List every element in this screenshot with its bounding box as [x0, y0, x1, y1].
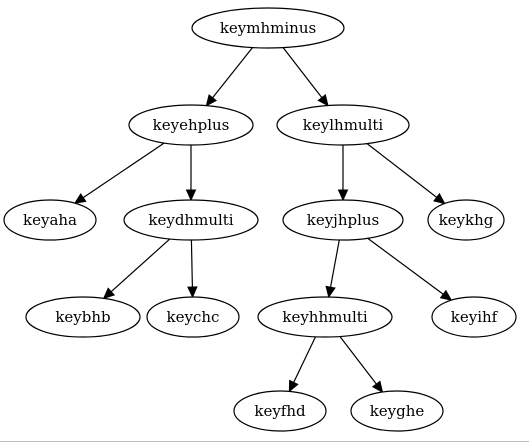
edges-layer: [73, 47, 453, 393]
arrowhead-icon: [433, 192, 446, 205]
node-label: keykhg: [439, 211, 494, 229]
node-keyfhd: keyfhd: [233, 390, 327, 432]
node-keychc: keychc: [146, 296, 240, 338]
node-ellipse: [276, 104, 410, 146]
edge-line: [110, 238, 171, 293]
arrowhead-icon: [439, 289, 453, 301]
node-keykhg: keykhg: [427, 199, 505, 241]
nodes-layer: keymhminus keyehplus keylhmulti keyaha keydh…: [3, 7, 517, 432]
node-ellipse: [123, 199, 259, 241]
edge-line: [367, 237, 444, 295]
node-label: keydhmulti: [148, 211, 233, 229]
edge-keylhmulti-keykhg: [366, 143, 446, 205]
node-label: keyihf: [451, 308, 499, 326]
node-label: keyfhd: [254, 402, 306, 420]
edge-line: [212, 47, 253, 99]
node-label: keyghe: [370, 402, 425, 420]
arrowhead-icon: [337, 189, 349, 202]
node-keyjhplus: keyjhplus: [282, 199, 404, 241]
node-keyghe: keyghe: [350, 390, 444, 432]
edge-line: [82, 142, 165, 199]
node-ellipse: [3, 199, 97, 241]
node-keymhminus: keymhminus: [191, 7, 345, 49]
node-label: keyjhplus: [307, 211, 380, 229]
edge-keydhmulti-keybhb: [102, 238, 171, 300]
node-ellipse: [128, 104, 254, 146]
arrowhead-icon: [317, 93, 329, 107]
node-keydhmulti: keydhmulti: [123, 199, 259, 241]
edge-keyhhmulti-keyghe: [339, 336, 384, 393]
node-label: keyaha: [23, 211, 77, 229]
node-ellipse: [431, 296, 517, 338]
node-ellipse: [282, 199, 404, 241]
edge-keyjhplus-keyihf: [367, 237, 453, 301]
node-label: keylhmulti: [303, 116, 384, 134]
arrowhead-icon: [185, 189, 197, 202]
edge-keyehplus-keyaha: [73, 142, 165, 204]
edge-line: [282, 47, 323, 98]
node-label: keyhhmulti: [282, 308, 367, 326]
node-ellipse: [233, 390, 327, 432]
edge-line: [190, 239, 193, 288]
edge-keylhmulti-keyjhplus: [337, 145, 349, 202]
node-keyihf: keyihf: [431, 296, 517, 338]
node-ellipse: [146, 296, 240, 338]
arrowhead-icon: [205, 94, 218, 107]
node-keyhhmulti: keyhhmulti: [257, 296, 393, 338]
node-ellipse: [191, 7, 345, 49]
node-ellipse: [257, 296, 393, 338]
node-keyaha: keyaha: [3, 199, 97, 241]
arrowhead-icon: [288, 379, 299, 393]
arrowhead-icon: [102, 287, 116, 300]
edge-keyhhmulti-keyfhd: [288, 336, 317, 393]
arrowhead-icon: [325, 285, 336, 299]
node-keyehplus: keyehplus: [128, 104, 254, 146]
node-keylhmulti: keylhmulti: [276, 104, 410, 146]
node-label: keychc: [167, 308, 220, 326]
edge-keymhminus-keyehplus: [205, 47, 253, 107]
edge-line: [329, 239, 340, 288]
node-ellipse: [427, 199, 505, 241]
node-keybhb: keybhb: [25, 296, 141, 338]
edge-line: [366, 143, 438, 198]
edge-line: [339, 336, 377, 385]
edge-keymhminus-keylhmulti: [282, 47, 329, 107]
edge-keyehplus-keydhmulti: [185, 145, 197, 202]
edge-keyjhplus-keyhhmulti: [325, 239, 340, 299]
node-label: keyehplus: [153, 116, 230, 134]
arrowhead-icon: [371, 380, 384, 393]
node-label: keymhminus: [220, 19, 316, 37]
node-ellipse: [25, 296, 141, 338]
node-label: keybhb: [55, 308, 110, 326]
arrowhead-icon: [73, 192, 87, 204]
arrowhead-icon: [187, 286, 198, 299]
node-ellipse: [350, 390, 444, 432]
edge-keydhmulti-keychc: [187, 239, 198, 299]
edge-line: [293, 336, 317, 383]
